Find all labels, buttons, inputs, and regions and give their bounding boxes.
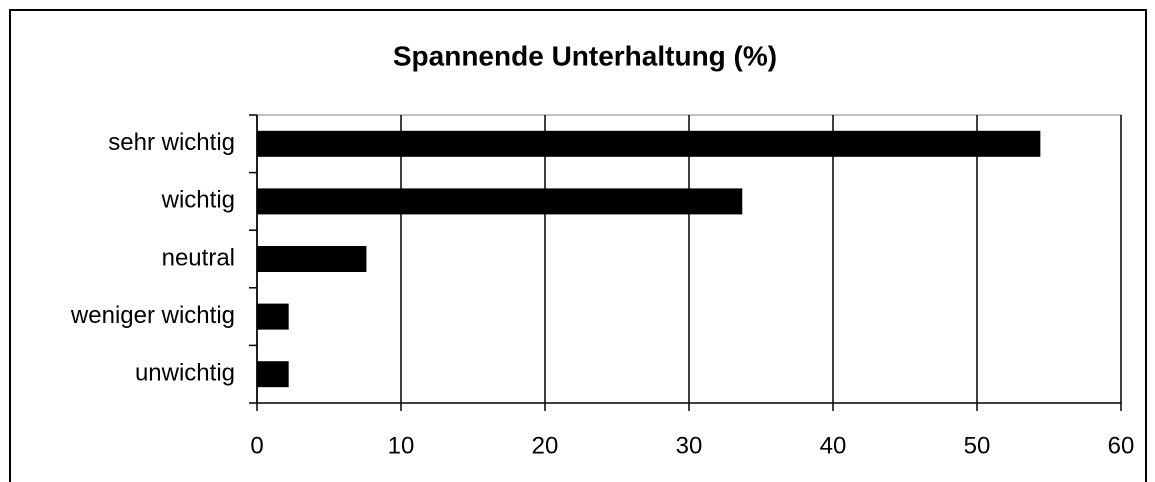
bar [257, 361, 289, 388]
chart-frame [9, 9, 1147, 482]
chart-title: Spannende Unterhaltung (%) [393, 40, 777, 71]
y-tick-label: unwichtig [135, 360, 235, 387]
x-tick-label: 30 [676, 432, 703, 459]
x-tick-label: 60 [1108, 432, 1135, 459]
y-tick-label: weniger wichtig [70, 302, 235, 329]
x-tick-label: 50 [964, 432, 991, 459]
bar [257, 246, 367, 272]
y-tick-label: wichtig [161, 187, 235, 214]
bar [257, 130, 1041, 157]
bar [257, 188, 743, 215]
x-tick-label: 0 [250, 432, 263, 459]
x-tick-label: 40 [820, 432, 847, 459]
y-tick-label: neutral [162, 244, 235, 271]
x-tick-label: 20 [532, 432, 559, 459]
y-tick-label: sehr wichtig [108, 129, 235, 156]
x-tick-label: 10 [388, 432, 415, 459]
bar [257, 303, 289, 330]
